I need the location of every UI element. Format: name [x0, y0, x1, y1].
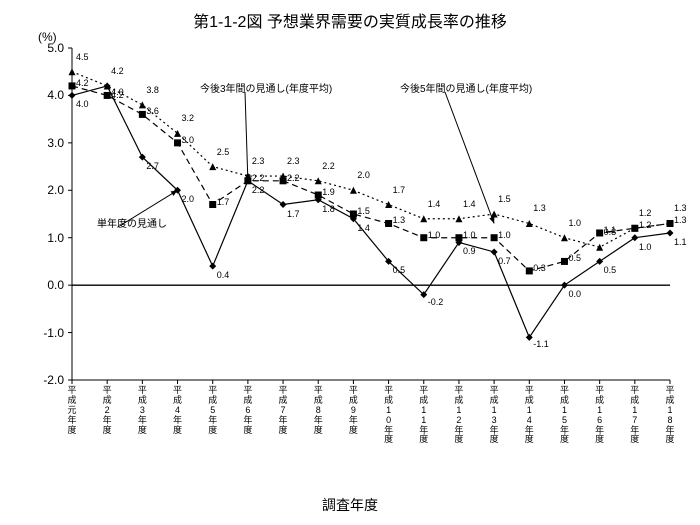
data-label: 1.5: [357, 206, 370, 216]
data-label: 0.5: [604, 265, 617, 275]
data-label: 1.7: [393, 185, 406, 195]
data-label: 4.2: [111, 66, 124, 76]
data-label: 3.8: [146, 85, 159, 95]
chart-title: 第1-1-2図 予想業界需要の実質成長率の推移: [0, 8, 700, 32]
data-label: 1.7: [287, 209, 300, 219]
data-label: 0.9: [463, 246, 476, 256]
data-label: 0.7: [498, 256, 511, 266]
x-tick-label: 平成6年度: [241, 386, 255, 435]
data-label: 0.4: [217, 270, 230, 280]
data-label: 2.2: [252, 185, 265, 195]
x-tick-label: 平成18年度: [663, 386, 677, 445]
annotation-label: 今後3年間の見通し(年度平均): [200, 80, 332, 95]
data-label: 1.8: [322, 204, 335, 214]
data-label: 1.3: [393, 215, 406, 225]
data-label: 1.0: [568, 218, 581, 228]
x-tick-label: 平成14年度: [522, 386, 536, 445]
data-label: 4.2: [76, 78, 89, 88]
data-label: 4.5: [76, 52, 89, 62]
x-tick-label: 平成17年度: [628, 386, 642, 445]
data-label: 3.6: [146, 106, 159, 116]
data-label: 4.0: [111, 87, 124, 97]
data-label: 2.2: [322, 161, 335, 171]
x-tick-label: 平成16年度: [593, 386, 607, 445]
annotation-label: 単年度の見通し: [97, 215, 167, 230]
data-label: 1.4: [463, 199, 476, 209]
data-label: 2.7: [146, 161, 159, 171]
x-tick-label: 平成13年度: [487, 386, 501, 445]
x-tick-label: 平成4年度: [171, 386, 185, 435]
x-axis-label: 調査年度: [0, 495, 700, 515]
data-label: -0.2: [428, 297, 444, 307]
data-label: 1.2: [639, 220, 652, 230]
data-label: -1.1: [533, 339, 549, 349]
data-label: 3.0: [182, 135, 195, 145]
data-label: 1.9: [322, 187, 335, 197]
data-label: 1.4: [428, 199, 441, 209]
x-tick-label: 平成5年度: [206, 386, 220, 435]
data-label: 2.2: [287, 173, 300, 183]
y-tick-label: 4.0: [24, 88, 64, 102]
y-tick-label: 3.0: [24, 136, 64, 150]
x-tick-label: 平成3年度: [135, 386, 149, 435]
data-label: 0.3: [533, 263, 546, 273]
data-label: 2.3: [252, 156, 265, 166]
data-label: 1.3: [674, 215, 687, 225]
x-tick-label: 平成2年度: [100, 386, 114, 435]
x-tick-label: 平成10年度: [382, 386, 396, 445]
data-label: 1.0: [428, 230, 441, 240]
data-label: 0.5: [393, 265, 406, 275]
annotation-label: 今後5年間の見通し(年度平均): [400, 80, 532, 95]
data-label: 1.4: [357, 223, 370, 233]
x-tick-label: 平成8年度: [311, 386, 325, 435]
data-label: 2.0: [357, 170, 370, 180]
x-tick-label: 平成11年度: [417, 386, 431, 445]
x-tick-label: 平成15年度: [557, 386, 571, 445]
y-tick-label: -2.0: [24, 373, 64, 387]
data-label: 4.0: [76, 99, 89, 109]
data-label: 0.0: [568, 289, 581, 299]
data-label: 2.0: [182, 194, 195, 204]
x-tick-label: 平成9年度: [346, 386, 360, 435]
y-tick-label: 0.0: [24, 278, 64, 292]
data-label: 2.2: [252, 173, 265, 183]
data-label: 1.3: [674, 203, 687, 213]
y-tick-label: 2.0: [24, 183, 64, 197]
data-label: 0.8: [604, 227, 617, 237]
x-tick-label: 平成元年度: [65, 386, 79, 435]
data-label: 2.5: [217, 147, 230, 157]
y-tick-label: -1.0: [24, 326, 64, 340]
x-tick-label: 平成7年度: [276, 386, 290, 435]
data-label: 1.1: [674, 237, 687, 247]
data-label: 0.5: [568, 253, 581, 263]
data-label: 3.2: [182, 113, 195, 123]
x-tick-label: 平成12年度: [452, 386, 466, 445]
data-label: 2.3: [287, 156, 300, 166]
y-tick-label: 1.0: [24, 231, 64, 245]
data-label: 1.0: [498, 230, 511, 240]
data-label: 1.7: [217, 197, 230, 207]
data-label: 1.0: [463, 230, 476, 240]
data-label: 1.3: [533, 203, 546, 213]
data-label: 1.0: [639, 242, 652, 252]
data-label: 1.5: [498, 194, 511, 204]
data-label: 1.2: [639, 208, 652, 218]
chart-svg: [0, 0, 700, 525]
y-tick-label: 5.0: [24, 41, 64, 55]
